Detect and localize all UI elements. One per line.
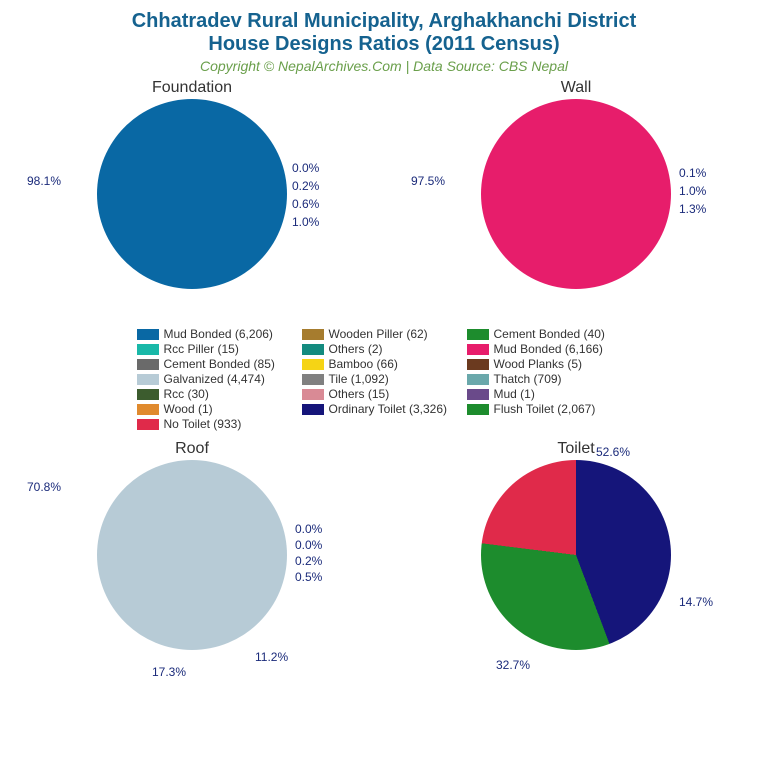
- legend-swatch: [467, 329, 489, 340]
- legend-item: Mud Bonded (6,166): [467, 342, 632, 356]
- legend-item: Rcc Piller (15): [137, 342, 302, 356]
- chart-toilet-title: Toilet: [396, 440, 756, 458]
- pct-label: 0.0%: [295, 522, 322, 536]
- pct-label: 97.5%: [411, 174, 445, 188]
- pie-wall: [481, 99, 671, 289]
- legend-item: Mud Bonded (6,206): [137, 327, 302, 341]
- pct-label: 1.0%: [679, 184, 706, 198]
- legend-item: Flush Toilet (2,067): [467, 402, 632, 416]
- legend-swatch: [137, 404, 159, 415]
- legend-text: Mud (1): [494, 387, 535, 401]
- chart-toilet: Toilet 52.6% 14.7% 32.7%: [396, 440, 756, 680]
- legend-swatch: [302, 374, 324, 385]
- legend-text: Wood (1): [164, 402, 213, 416]
- pct-label: 1.3%: [679, 202, 706, 216]
- legend-swatch: [302, 404, 324, 415]
- legend-text: Flush Toilet (2,067): [494, 402, 596, 416]
- legend-text: Wooden Piller (62): [329, 327, 428, 341]
- legend-text: Bamboo (66): [329, 357, 398, 371]
- legend-item: Wood Planks (5): [467, 357, 632, 371]
- legend-swatch: [137, 419, 159, 430]
- chart-foundation-title: Foundation: [12, 79, 372, 97]
- legend-text: Rcc (30): [164, 387, 209, 401]
- legend-item: Tile (1,092): [302, 372, 467, 386]
- title-line1: Chhatradev Rural Municipality, Arghakhan…: [0, 10, 768, 33]
- chart-foundation: Foundation 98.1% 0.0% 0.2% 0.6% 1.0%: [12, 79, 372, 319]
- pct-label: 98.1%: [27, 174, 61, 188]
- charts-top-row: Foundation 98.1% 0.0% 0.2% 0.6% 1.0% Wall 97…: [0, 79, 768, 319]
- legend-text: Cement Bonded (40): [494, 327, 605, 341]
- legend-text: Ordinary Toilet (3,326): [329, 402, 448, 416]
- legend-text: No Toilet (933): [164, 417, 242, 431]
- legend-swatch: [467, 359, 489, 370]
- pie-roof: [97, 460, 287, 650]
- legend-text: Mud Bonded (6,166): [494, 342, 603, 356]
- legend-swatch: [467, 404, 489, 415]
- legend-item: Ordinary Toilet (3,326): [302, 402, 467, 416]
- legend-item: Galvanized (4,474): [137, 372, 302, 386]
- pct-label: 0.2%: [292, 179, 319, 193]
- pct-label: 0.0%: [295, 538, 322, 552]
- legend-swatch: [467, 374, 489, 385]
- legend-swatch: [302, 359, 324, 370]
- pct-label: 0.0%: [292, 161, 319, 175]
- chart-roof-title: Roof: [12, 440, 372, 458]
- pct-label: 0.6%: [292, 197, 319, 211]
- legend-swatch: [137, 359, 159, 370]
- pct-label: 17.3%: [152, 665, 186, 679]
- legend-text: Others (2): [329, 342, 383, 356]
- legend-text: Galvanized (4,474): [164, 372, 265, 386]
- pct-label: 0.5%: [295, 570, 322, 584]
- legend-text: Wood Planks (5): [494, 357, 582, 371]
- legend-text: Rcc Piller (15): [164, 342, 239, 356]
- legend-item: No Toilet (933): [137, 417, 302, 431]
- legend-swatch: [137, 344, 159, 355]
- pct-label: 14.7%: [679, 595, 713, 609]
- chart-roof: Roof 70.8% 0.0% 0.0% 0.2% 0.5% 11.2% 17.3%: [12, 440, 372, 680]
- legend-swatch: [302, 389, 324, 400]
- charts-bottom-row: Roof 70.8% 0.0% 0.0% 0.2% 0.5% 11.2% 17.3% Toi…: [0, 440, 768, 680]
- legend-item: Wooden Piller (62): [302, 327, 467, 341]
- legend-swatch: [467, 389, 489, 400]
- legend-item: Wood (1): [137, 402, 302, 416]
- pct-label: 0.1%: [679, 166, 706, 180]
- pie-toilet: [481, 460, 671, 650]
- legend-item: Cement Bonded (85): [137, 357, 302, 371]
- legend-item: Thatch (709): [467, 372, 632, 386]
- legend-text: Tile (1,092): [329, 372, 389, 386]
- legend-swatch: [467, 344, 489, 355]
- title-line2: House Designs Ratios (2011 Census): [0, 33, 768, 56]
- pct-label: 11.2%: [255, 650, 288, 664]
- pct-label: 1.0%: [292, 215, 319, 229]
- legend-item: Others (15): [302, 387, 467, 401]
- legend-text: Others (15): [329, 387, 390, 401]
- pct-label: 52.6%: [596, 445, 630, 459]
- legend-item: Rcc (30): [137, 387, 302, 401]
- legend-text: Cement Bonded (85): [164, 357, 275, 371]
- legend: Mud Bonded (6,206)Rcc Piller (15)Cement …: [0, 319, 768, 440]
- chart-wall: Wall 97.5% 0.1% 1.0% 1.3%: [396, 79, 756, 319]
- pct-label: 70.8%: [27, 480, 61, 494]
- legend-swatch: [302, 329, 324, 340]
- legend-item: Bamboo (66): [302, 357, 467, 371]
- legend-item: Mud (1): [467, 387, 632, 401]
- copyright: Copyright © NepalArchives.Com | Data Sou…: [0, 58, 768, 74]
- legend-item: Others (2): [302, 342, 467, 356]
- pie-foundation: [97, 99, 287, 289]
- legend-text: Thatch (709): [494, 372, 562, 386]
- chart-wall-title: Wall: [396, 79, 756, 97]
- legend-text: Mud Bonded (6,206): [164, 327, 273, 341]
- pct-label: 0.2%: [295, 554, 322, 568]
- legend-swatch: [302, 344, 324, 355]
- legend-swatch: [137, 329, 159, 340]
- legend-swatch: [137, 374, 159, 385]
- pct-label: 32.7%: [496, 658, 530, 672]
- legend-swatch: [137, 389, 159, 400]
- legend-item: Cement Bonded (40): [467, 327, 632, 341]
